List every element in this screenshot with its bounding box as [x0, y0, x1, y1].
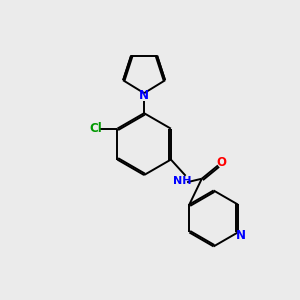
Text: N: N [139, 89, 149, 102]
Text: Cl: Cl [89, 122, 102, 135]
Text: O: O [216, 156, 226, 169]
Text: NH: NH [173, 176, 191, 186]
Text: N: N [236, 229, 246, 242]
